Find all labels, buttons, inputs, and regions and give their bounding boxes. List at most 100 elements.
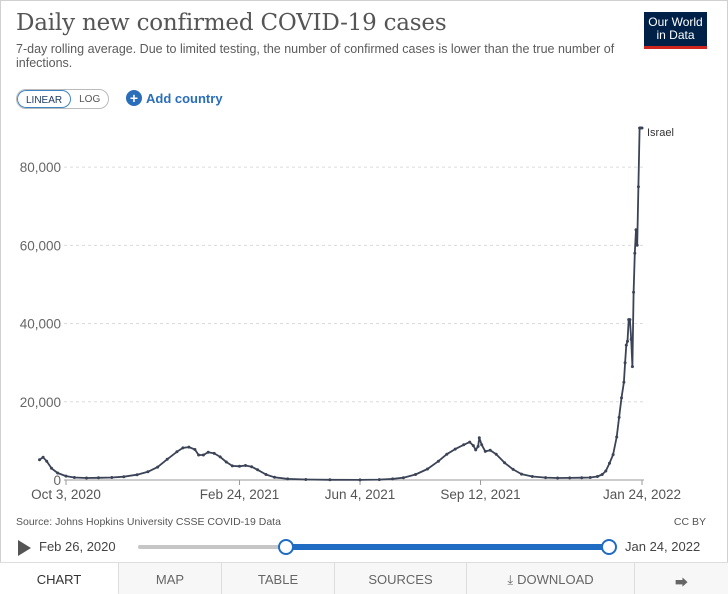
y-tick-label: 60,000	[20, 238, 61, 253]
data-point	[45, 459, 49, 463]
data-point	[230, 464, 234, 468]
data-point	[622, 380, 626, 384]
data-point	[72, 476, 76, 479]
data-point	[56, 471, 60, 475]
timeline-start-label: Feb 26, 2020	[39, 539, 116, 554]
data-point	[50, 466, 53, 470]
gridlines	[64, 166, 644, 481]
data-point	[224, 460, 228, 464]
source-note[interactable]: Source: Johns Hopkins University CSSE CO…	[16, 516, 281, 528]
data-point	[488, 448, 492, 452]
data-point	[595, 475, 599, 478]
tab-table[interactable]: TABLE	[222, 563, 335, 594]
data-point	[511, 467, 515, 471]
data-point	[426, 467, 429, 471]
data-point	[600, 473, 604, 476]
data-point	[628, 318, 632, 322]
data-point	[175, 450, 179, 454]
data-point	[391, 477, 395, 481]
data-point	[632, 290, 636, 294]
x-axis: Oct 3, 2020 Feb 24, 2021 Jun 4, 2021 Sep 12…	[31, 480, 681, 502]
x-tick-label: Sep 12, 2021	[440, 487, 520, 502]
series-line-israel	[39, 127, 642, 481]
tab-bar: CHART MAP TABLE SOURCES ⤓ DOWNLOAD ⮕	[0, 562, 728, 594]
timeline-end-label: Jan 24, 2022	[625, 539, 701, 554]
data-point	[38, 458, 41, 462]
data-point	[414, 473, 417, 476]
y-tick-label: 20,000	[20, 395, 61, 410]
tab-sources-label: SOURCES	[368, 572, 433, 587]
x-tick-label: Jun 4, 2021	[325, 487, 396, 502]
data-point	[181, 446, 185, 450]
data-point	[85, 476, 88, 480]
plus-icon: +	[126, 90, 142, 106]
data-point	[477, 436, 481, 440]
y-tick-label: 40,000	[20, 317, 61, 332]
add-country-button[interactable]: + Add country	[126, 90, 223, 106]
play-icon[interactable]	[18, 540, 31, 556]
data-point	[615, 435, 619, 439]
data-point	[201, 453, 205, 457]
tab-chart-label: CHART	[36, 572, 82, 587]
data-point	[110, 476, 114, 479]
y-tick-label: 0	[53, 473, 61, 488]
data-point	[556, 476, 560, 480]
data-point	[476, 444, 480, 448]
data-point	[436, 459, 440, 463]
timeline-selected-range	[286, 544, 609, 550]
tab-chart[interactable]: CHART	[0, 563, 119, 594]
linear-scale-button[interactable]: LINEAR	[17, 90, 72, 108]
chart-title: Daily new confirmed COVID-19 cases	[16, 10, 447, 36]
data-point	[197, 453, 201, 457]
tab-map-label: MAP	[155, 572, 185, 587]
data-point	[568, 476, 572, 480]
data-point	[156, 465, 160, 469]
tab-download-label: DOWNLOAD	[517, 572, 594, 587]
series-layer: Israel	[38, 126, 674, 482]
data-point	[256, 468, 260, 472]
add-country-label: Add country	[146, 90, 223, 106]
data-point	[580, 476, 584, 480]
tab-download[interactable]: ⤓ DOWNLOAD	[467, 563, 635, 594]
data-point	[64, 474, 68, 478]
data-point	[588, 476, 592, 479]
data-point	[453, 447, 457, 451]
data-point	[503, 461, 507, 465]
owid-logo[interactable]: Our World in Data	[644, 12, 707, 49]
log-scale-button[interactable]: LOG	[79, 94, 101, 105]
data-point	[471, 444, 475, 448]
timeline-start-handle[interactable]	[278, 539, 294, 555]
data-point	[629, 337, 633, 341]
data-point	[358, 478, 362, 482]
y-tick-label: 80,000	[20, 160, 61, 175]
logo-line-2: in Data	[656, 28, 695, 42]
share-button[interactable]: ⮕	[635, 563, 728, 594]
data-point	[165, 457, 169, 461]
data-point	[544, 476, 548, 480]
logo-line-1: Our World	[648, 15, 703, 29]
tab-map[interactable]: MAP	[119, 563, 222, 594]
data-point	[608, 461, 611, 465]
data-point	[468, 440, 472, 444]
data-point	[304, 478, 308, 481]
license-link[interactable]: CC BY	[673, 516, 706, 528]
data-point	[122, 475, 126, 479]
data-point	[634, 228, 638, 232]
series-label-israel: Israel	[647, 127, 674, 139]
data-point	[401, 476, 405, 480]
data-point	[604, 469, 608, 473]
x-tick-label: Feb 24, 2021	[200, 487, 280, 502]
data-point	[244, 464, 247, 467]
data-point	[193, 448, 197, 451]
data-point	[135, 473, 139, 477]
timeline-end-handle[interactable]	[601, 539, 617, 555]
data-point	[474, 448, 478, 452]
tab-sources[interactable]: SOURCES	[335, 563, 467, 594]
data-point	[611, 453, 615, 457]
data-point	[250, 465, 254, 469]
scale-toggle: LINEAR LOG	[16, 89, 110, 109]
data-point	[462, 443, 466, 447]
data-point	[212, 451, 216, 455]
data-point	[146, 470, 150, 474]
